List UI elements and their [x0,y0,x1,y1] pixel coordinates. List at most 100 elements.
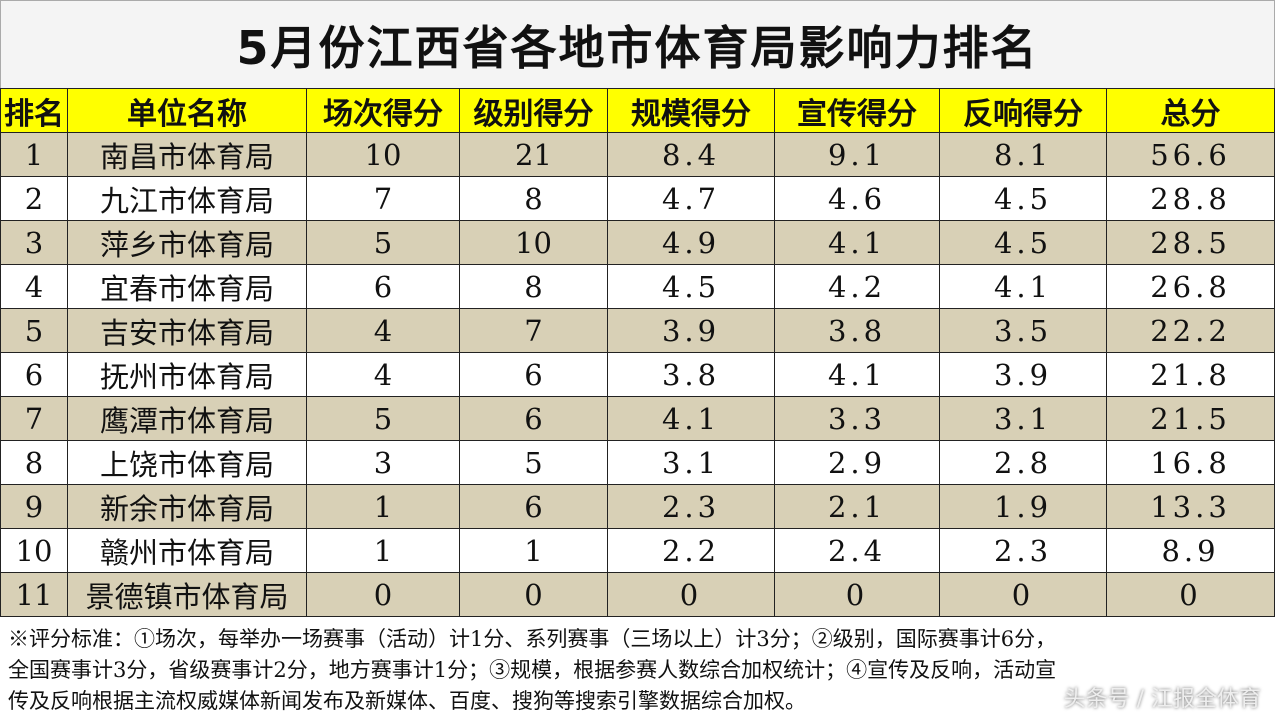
table-cell: 3.8 [775,309,940,353]
column-header: 总分 [1107,88,1275,133]
table-cell: 4.1 [775,221,940,265]
table-cell: 4 [0,265,68,309]
table-cell: 6 [460,485,608,529]
footnote-line: 传及反响根据主流权威媒体新闻发布及新媒体、百度、搜狗等搜索引擎数据综合加权。 [8,689,806,713]
unit-name: 鹰潭市体育局 [68,397,307,441]
table-cell: 6 [460,353,608,397]
table-cell: 7 [0,397,68,441]
table-cell: 13.3 [1107,485,1275,529]
table-cell: 5 [460,441,608,485]
table-cell: 3.1 [940,397,1107,441]
table-cell: 8 [0,441,68,485]
table-cell: 3 [0,221,68,265]
table-cell: 3.3 [775,397,940,441]
table-cell: 0 [775,573,940,617]
column-header: 级别得分 [460,88,608,133]
table-cell: 0 [1107,573,1275,617]
table-cell: 8.1 [940,133,1107,177]
table-cell: 0 [608,573,775,617]
table-cell: 4.5 [608,265,775,309]
table-cell: 6 [460,397,608,441]
table-cell: 4.1 [608,397,775,441]
unit-name: 上饶市体育局 [68,441,307,485]
table-cell: 11 [0,573,68,617]
table-cell: 28.8 [1107,177,1275,221]
table-cell: 2 [0,177,68,221]
footnote: ※评分标准：①场次，每举办一场赛事（活动）计1分、系列赛事（三场以上）计3分；②… [0,618,1275,721]
table-cell: 9.1 [775,133,940,177]
table-cell: 6 [0,353,68,397]
table-cell: 4.2 [775,265,940,309]
table-cell: 16.8 [1107,441,1275,485]
table-cell: 1 [307,485,460,529]
table-cell: 26.8 [1107,265,1275,309]
table-cell: 3.9 [608,309,775,353]
table-cell: 3 [307,441,460,485]
table-cell: 2.9 [775,441,940,485]
column-header: 规模得分 [608,88,775,133]
column-header: 排名 [0,88,68,133]
table-cell: 8 [460,265,608,309]
unit-name: 九江市体育局 [68,177,307,221]
footnote-line: ※评分标准：①场次，每举办一场赛事（活动）计1分、系列赛事（三场以上）计3分；②… [8,627,1057,651]
table-cell: 0 [460,573,608,617]
table-cell: 2.8 [940,441,1107,485]
unit-name: 萍乡市体育局 [68,221,307,265]
table-cell: 5 [307,221,460,265]
column-header: 场次得分 [307,88,460,133]
title: 5月份江西省各地市体育局影响力排名 [0,0,1275,89]
table-cell: 2.3 [608,485,775,529]
table-cell: 0 [307,573,460,617]
column-header: 反响得分 [940,88,1107,133]
table-cell: 3.9 [940,353,1107,397]
table-cell: 4 [307,353,460,397]
table-cell: 1 [460,529,608,573]
table-cell: 4.1 [940,265,1107,309]
table-cell: 1 [307,529,460,573]
table-cell: 0 [940,573,1107,617]
table-cell: 2.4 [775,529,940,573]
table-cell: 10 [460,221,608,265]
table-cell: 6 [307,265,460,309]
table-cell: 4.6 [775,177,940,221]
table-cell: 7 [307,177,460,221]
table-cell: 8.4 [608,133,775,177]
column-header: 宣传得分 [775,88,940,133]
table-cell: 21.8 [1107,353,1275,397]
footnote-line: 全国赛事计3分，省级赛事计2分，地方赛事计1分；③规模，根据参赛人数综合加权统计… [8,658,1057,682]
watermark: 头条号 / 江报全体育 [1063,687,1261,712]
table-cell: 2.2 [608,529,775,573]
unit-name: 赣州市体育局 [68,529,307,573]
table-cell: 28.5 [1107,221,1275,265]
table-cell: 10 [307,133,460,177]
unit-name: 宜春市体育局 [68,265,307,309]
table-cell: 9 [0,485,68,529]
table-cell: 22.2 [1107,309,1275,353]
table-cell: 2.1 [775,485,940,529]
table-cell: 8.9 [1107,529,1275,573]
table-cell: 21 [460,133,608,177]
table-cell: 4.9 [608,221,775,265]
table-cell: 21.5 [1107,397,1275,441]
table-cell: 4 [307,309,460,353]
column-header: 单位名称 [68,88,307,133]
table-cell: 8 [460,177,608,221]
unit-name: 新余市体育局 [68,485,307,529]
table-cell: 3.8 [608,353,775,397]
table-cell: 3.5 [940,309,1107,353]
table-cell: 5 [307,397,460,441]
table-cell: 7 [460,309,608,353]
table-cell: 1 [0,133,68,177]
table-cell: 2.3 [940,529,1107,573]
table-cell: 4.7 [608,177,775,221]
unit-name: 抚州市体育局 [68,353,307,397]
table-cell: 56.6 [1107,133,1275,177]
unit-name: 南昌市体育局 [68,133,307,177]
table-cell: 1.9 [940,485,1107,529]
table-cell: 10 [0,529,68,573]
table-cell: 4.5 [940,221,1107,265]
unit-name: 吉安市体育局 [68,309,307,353]
unit-name: 景德镇市体育局 [68,573,307,617]
table-cell: 4.5 [940,177,1107,221]
